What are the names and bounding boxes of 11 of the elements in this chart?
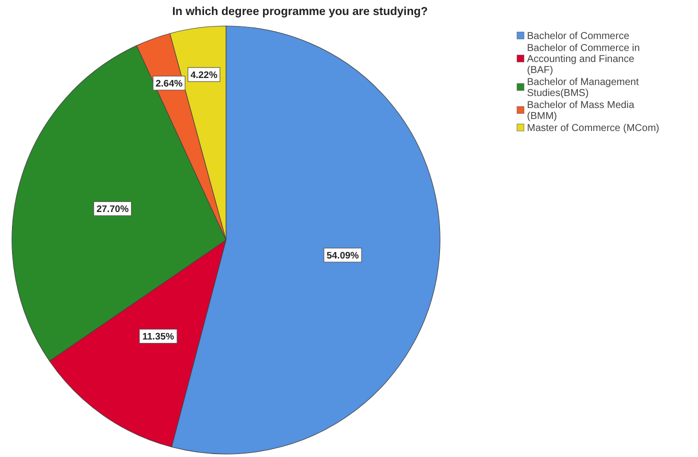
data-label: 27.70% — [96, 204, 130, 216]
legend-label: Master of Commerce (MCom) — [527, 123, 660, 134]
legend-label: Bachelor of Commerce — [527, 31, 630, 42]
legend-label: Bachelor of Commerce in Accounting and Finance (BAF) — [527, 43, 640, 76]
legend-label: Bachelor of Management Studies(BMS) — [527, 77, 639, 99]
data-label: 4.22% — [190, 70, 218, 82]
data-label: 2.64% — [156, 78, 184, 90]
data-label: 54.09% — [326, 250, 360, 262]
legend-label: Bachelor of Mass Media (BMM) — [527, 100, 635, 122]
chart-title: In which degree programme you are studying? — [172, 6, 428, 18]
data-label: 11.35% — [142, 332, 175, 343]
